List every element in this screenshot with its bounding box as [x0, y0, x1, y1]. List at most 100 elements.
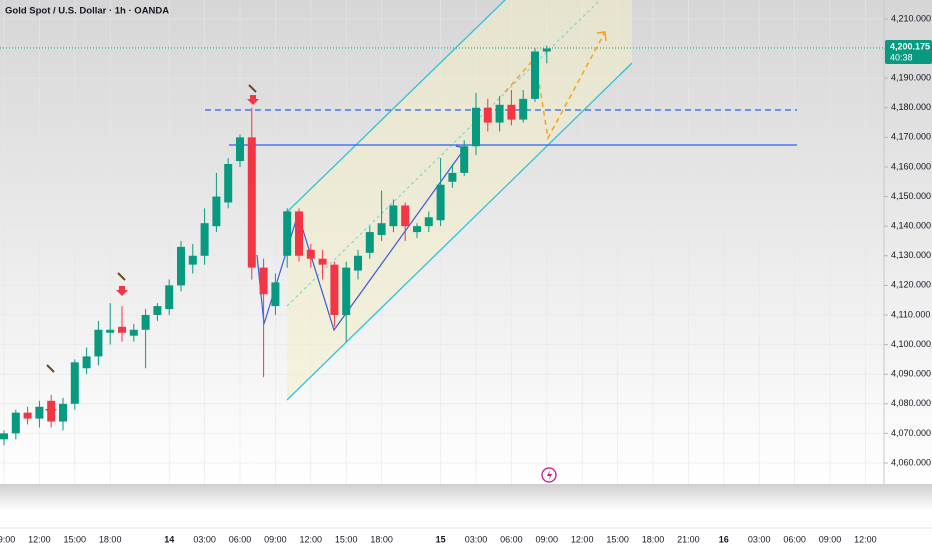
chart-title: Gold Spot / U.S. Dollar · 1h · OANDA — [5, 6, 169, 17]
candle-body — [460, 146, 469, 173]
candle-body — [389, 205, 398, 227]
candle-body — [271, 282, 280, 307]
x-tick-label: 12:00 — [854, 534, 877, 544]
candle-body — [318, 258, 327, 265]
x-tick-label: 15 — [436, 534, 446, 544]
channel-mid — [286, 0, 601, 307]
y-tick-label: 4,060.000 — [891, 457, 931, 467]
x-tick-label: 16 — [719, 534, 729, 544]
candle-body — [141, 314, 150, 330]
x-tick-label: 14 — [164, 534, 174, 544]
candle-body — [200, 223, 209, 256]
x-tick-label: 06:00 — [229, 534, 252, 544]
candle-body — [507, 104, 516, 120]
candle-body — [531, 51, 539, 99]
x-tick-label: 03:00 — [748, 534, 771, 544]
y-tick-label: 4,210.000 — [891, 13, 931, 23]
candle-body — [82, 356, 91, 369]
x-tick-label: 12:00 — [300, 534, 323, 544]
candle-body — [283, 211, 292, 256]
x-tick-label: 09:00 — [0, 534, 15, 544]
signal-arrow — [116, 286, 128, 296]
y-tick-label: 4,100.000 — [891, 339, 931, 349]
x-tick-label: 03:00 — [465, 534, 488, 544]
x-tick-label: 12:00 — [28, 534, 51, 544]
candle-body — [365, 232, 374, 253]
candle-body — [259, 267, 268, 295]
y-tick-label: 4,090.000 — [891, 369, 931, 379]
event-bolt — [547, 470, 552, 480]
x-tick-label: 18:00 — [370, 534, 393, 544]
candle-body — [212, 196, 221, 227]
candle-body — [94, 329, 103, 357]
candle-body — [495, 104, 504, 123]
candles — [0, 45, 551, 446]
channel-upper — [286, 0, 506, 213]
x-tick-label: 18:00 — [99, 534, 122, 544]
y-tick-label: 4,150.000 — [891, 191, 931, 201]
hammer-icons — [46, 84, 257, 373]
y-tick-label: 4,140.000 — [891, 221, 931, 231]
candle-body — [401, 205, 410, 227]
candle-body — [424, 217, 433, 227]
countdown-label: 40:38 — [890, 52, 913, 62]
y-tick-label: 4,120.000 — [891, 280, 931, 290]
x-tick-label: 21:00 — [677, 534, 700, 544]
candle-body — [129, 329, 138, 336]
candle-body — [413, 226, 421, 233]
x-tick-label: 09:00 — [819, 534, 842, 544]
candle-body — [354, 255, 362, 271]
pane-separator — [0, 484, 932, 510]
candle-body — [472, 107, 480, 147]
x-tick-label: 06:00 — [500, 534, 523, 544]
candle-body — [23, 412, 32, 419]
candle-body — [247, 137, 256, 268]
candle-body — [295, 211, 303, 256]
candle-body — [47, 400, 56, 422]
y-tick-label: 4,130.000 — [891, 250, 931, 260]
projection-path — [504, 31, 606, 141]
candle-body — [377, 223, 386, 236]
candle-body — [306, 249, 315, 259]
candle-body — [118, 326, 126, 333]
candle-body — [11, 412, 20, 434]
candle-body — [35, 406, 44, 419]
candle-body — [0, 433, 8, 440]
candle-body — [224, 163, 233, 203]
candle-body — [236, 137, 244, 162]
candle-body — [483, 107, 492, 123]
candle-body — [59, 403, 67, 422]
x-tick-label: 12:00 — [571, 534, 594, 544]
y-tick-label: 4,170.000 — [891, 132, 931, 142]
hammer-icon — [248, 84, 257, 93]
channel-lower — [286, 62, 633, 401]
y-tick-label: 4,180.000 — [891, 102, 931, 112]
candle-body — [177, 246, 185, 286]
x-tick-label: 09:00 — [536, 534, 559, 544]
projection-arrow — [596, 31, 607, 42]
last-price-label: 4,200.175 — [890, 41, 930, 51]
x-tick-label: 06:00 — [783, 534, 806, 544]
x-tick-label: 15:00 — [606, 534, 629, 544]
y-tick-label: 4,080.000 — [891, 398, 931, 408]
channel-fill — [287, 0, 632, 400]
x-tick-label: 09:00 — [264, 534, 287, 544]
y-tick-label: 4,070.000 — [891, 428, 931, 438]
y-tick-label: 4,160.000 — [891, 161, 931, 171]
signal-arrow — [247, 95, 259, 105]
candle-body — [436, 184, 445, 221]
y-tick-label: 4,110.000 — [891, 309, 930, 319]
candle-body — [153, 306, 162, 315]
x-tick-label: 15:00 — [64, 534, 87, 544]
last-price-box — [885, 40, 932, 65]
candle-body — [519, 98, 528, 120]
candle-body — [70, 362, 79, 404]
candle-body — [542, 48, 551, 52]
hammer-icon — [46, 364, 55, 373]
candle-body — [106, 329, 115, 333]
candle-body — [165, 285, 174, 310]
hammer-icon — [117, 272, 126, 281]
candle-body — [342, 267, 351, 315]
x-tick-label: 03:00 — [193, 534, 216, 544]
